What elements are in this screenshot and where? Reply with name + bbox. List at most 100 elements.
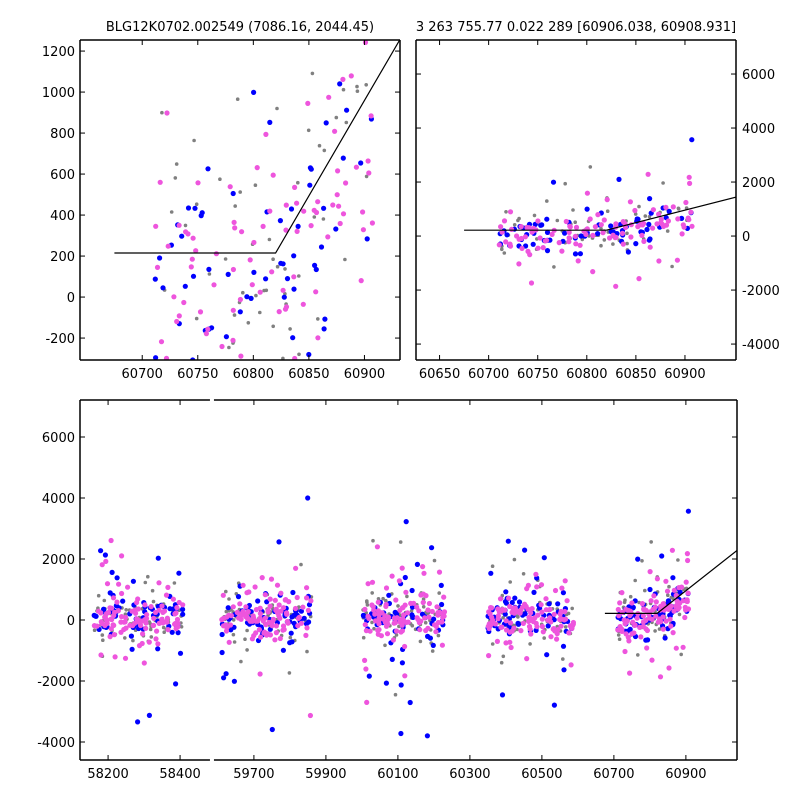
data-point-gray: [155, 396, 159, 400]
data-point-gray: [370, 620, 374, 625]
data-point-blue: [129, 646, 135, 652]
data-point-gray: [381, 596, 385, 601]
x-tick-label: 60850: [615, 367, 656, 382]
plot-area: [464, 137, 736, 289]
data-point-gray: [179, 625, 184, 629]
data-point-magenta: [105, 609, 112, 616]
x-tick-label: 60800: [233, 367, 274, 382]
data-point-magenta: [503, 618, 509, 624]
plot-area: [91, 537, 186, 725]
data-point-magenta: [253, 630, 259, 636]
data-point-magenta: [666, 665, 672, 671]
data-point-gray: [396, 604, 400, 608]
data-point-gray: [605, 209, 610, 213]
data-point-magenta: [554, 636, 560, 642]
data-point-magenta: [313, 289, 319, 295]
data-point-magenta: [362, 606, 368, 613]
data-point-magenta: [557, 611, 563, 617]
data-point-magenta: [163, 592, 170, 598]
data-point-magenta: [283, 304, 290, 310]
data-point-gray: [231, 632, 236, 637]
data-point-magenta: [669, 547, 676, 553]
data-point-magenta: [656, 211, 662, 217]
data-point-magenta: [638, 634, 644, 640]
data-point-magenta: [250, 613, 256, 619]
data-point-magenta: [237, 296, 243, 303]
data-point-gray: [657, 627, 662, 631]
data-point-gray: [430, 649, 435, 653]
data-point-magenta: [622, 648, 628, 655]
data-point-magenta: [426, 614, 432, 620]
data-point-blue: [358, 160, 364, 166]
data-point-magenta: [405, 610, 411, 616]
data-point-gray: [501, 616, 505, 620]
data-point-magenta: [616, 613, 622, 619]
data-point-magenta: [507, 603, 513, 610]
data-point-magenta: [275, 610, 281, 616]
data-point-magenta: [230, 266, 236, 273]
data-point-magenta: [150, 622, 156, 629]
data-point-magenta: [552, 587, 559, 594]
data-point-magenta: [547, 615, 553, 621]
data-point-gray: [661, 181, 665, 185]
data-point-blue: [541, 555, 547, 561]
data-point-magenta: [340, 76, 346, 82]
data-point-magenta: [353, 164, 359, 170]
data-point-blue: [323, 120, 329, 126]
data-point-magenta: [276, 602, 282, 608]
data-point-magenta: [237, 601, 243, 607]
y-tick-label: 4000: [742, 122, 775, 137]
data-point-magenta: [399, 628, 405, 634]
data-point-magenta: [240, 608, 246, 615]
data-point-blue: [221, 675, 227, 681]
data-point-magenta: [632, 207, 638, 214]
data-point-blue: [206, 405, 211, 410]
data-point-magenta: [397, 617, 403, 623]
data-point-magenta: [426, 600, 432, 607]
data-point-magenta: [549, 231, 555, 237]
data-point-gray: [316, 317, 320, 321]
panel-top-left: 60700 60750 60800 60850 60900 -200 0 200 400 600 8…: [42, 39, 401, 410]
y-tick-label: 6000: [42, 431, 75, 446]
data-point-gray: [677, 612, 682, 617]
data-point-magenta: [534, 584, 540, 590]
data-point-magenta: [581, 228, 587, 234]
data-point-magenta: [172, 620, 178, 627]
data-point-gray: [298, 401, 302, 405]
data-point-blue: [685, 508, 692, 514]
data-point-blue: [366, 673, 372, 679]
data-point-gray: [101, 638, 105, 642]
data-point-magenta: [570, 621, 576, 627]
data-point-magenta: [393, 615, 399, 622]
data-point-magenta: [514, 233, 520, 239]
data-point-blue: [192, 205, 198, 211]
y-tick-label: 800: [50, 127, 75, 142]
data-point-gray: [611, 242, 615, 246]
data-point-magenta: [526, 618, 532, 625]
data-point-magenta: [437, 609, 443, 616]
data-point-magenta: [619, 230, 626, 236]
data-point-magenta: [559, 248, 565, 254]
data-point-magenta: [613, 283, 619, 289]
data-point-magenta: [577, 242, 583, 248]
data-point-blue: [386, 592, 392, 598]
data-point-magenta: [226, 639, 232, 645]
data-point-blue: [389, 656, 395, 663]
data-point-magenta: [238, 616, 244, 622]
data-point-gray: [305, 649, 309, 654]
y-tick-label: 1200: [42, 45, 75, 60]
data-point-magenta: [434, 604, 440, 610]
data-point-magenta: [617, 600, 623, 606]
data-point-magenta: [111, 622, 117, 629]
data-point-gray: [566, 611, 571, 616]
data-point-magenta: [303, 632, 309, 639]
data-point-blue: [223, 334, 229, 340]
data-point-magenta: [543, 596, 549, 602]
data-point-blue: [344, 107, 350, 113]
data-point-gray: [306, 128, 311, 133]
data-point-magenta: [103, 558, 109, 565]
data-point-magenta: [495, 606, 501, 612]
data-point-gray: [365, 603, 370, 607]
data-point-magenta: [348, 73, 354, 79]
data-point-magenta: [685, 590, 691, 596]
